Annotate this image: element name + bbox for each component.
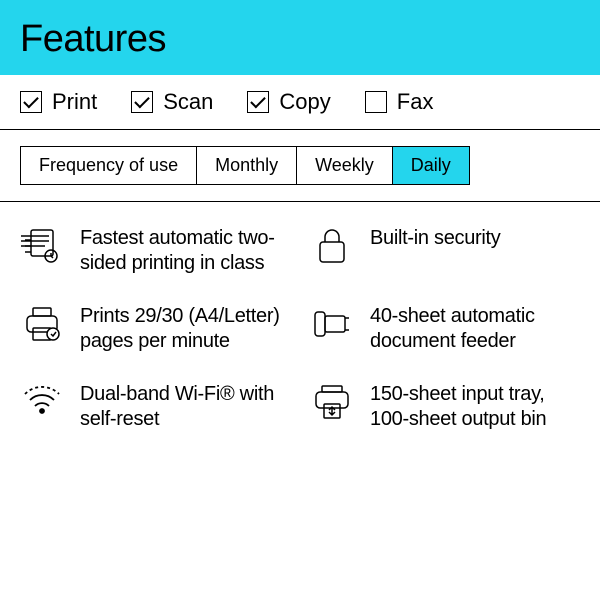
lock-icon bbox=[310, 226, 354, 270]
function-label: Print bbox=[52, 89, 97, 115]
function-label: Fax bbox=[397, 89, 434, 115]
function-label: Copy bbox=[279, 89, 330, 115]
tab-weekly[interactable]: Weekly bbox=[297, 147, 393, 184]
feature-text: Dual-band Wi-Fi® with self-reset bbox=[80, 382, 290, 432]
wifi-icon bbox=[20, 382, 64, 426]
header-band: Features bbox=[0, 0, 600, 75]
function-fax[interactable]: Fax bbox=[365, 89, 434, 115]
feature-text: Prints 29/30 (A4/Letter) pages per minut… bbox=[80, 304, 290, 354]
fast-duplex-icon bbox=[20, 226, 64, 270]
function-copy[interactable]: Copy bbox=[247, 89, 330, 115]
tab-monthly[interactable]: Monthly bbox=[197, 147, 297, 184]
printer-speed-icon bbox=[20, 304, 64, 348]
tab-daily[interactable]: Daily bbox=[393, 147, 469, 184]
functions-row: Print Scan Copy Fax bbox=[0, 75, 600, 130]
feature-text: 150-sheet input tray, 100-sheet output b… bbox=[370, 382, 580, 432]
feature-text: 40-sheet automatic document feeder bbox=[370, 304, 580, 354]
page-title: Features bbox=[20, 18, 580, 61]
feature-item: Built-in security bbox=[310, 226, 580, 276]
function-label: Scan bbox=[163, 89, 213, 115]
function-print[interactable]: Print bbox=[20, 89, 97, 115]
checkbox-empty-icon bbox=[365, 91, 387, 113]
feature-item: Prints 29/30 (A4/Letter) pages per minut… bbox=[20, 304, 290, 354]
feature-item: 150-sheet input tray, 100-sheet output b… bbox=[310, 382, 580, 432]
function-scan[interactable]: Scan bbox=[131, 89, 213, 115]
feature-text: Built-in security bbox=[370, 226, 501, 251]
checkbox-checked-icon bbox=[20, 91, 42, 113]
frequency-container: Frequency of use Monthly Weekly Daily bbox=[0, 130, 600, 202]
feature-item: Dual-band Wi-Fi® with self-reset bbox=[20, 382, 290, 432]
frequency-tabs: Frequency of use Monthly Weekly Daily bbox=[20, 146, 470, 185]
feature-item: 40-sheet automatic document feeder bbox=[310, 304, 580, 354]
checkbox-checked-icon bbox=[247, 91, 269, 113]
tray-icon bbox=[310, 382, 354, 426]
frequency-label: Frequency of use bbox=[21, 147, 197, 184]
feature-text: Fastest automatic two-sided printing in … bbox=[80, 226, 290, 276]
feature-item: Fastest automatic two-sided printing in … bbox=[20, 226, 290, 276]
features-grid: Fastest automatic two-sided printing in … bbox=[0, 202, 600, 456]
checkbox-checked-icon bbox=[131, 91, 153, 113]
adf-icon bbox=[310, 304, 354, 348]
